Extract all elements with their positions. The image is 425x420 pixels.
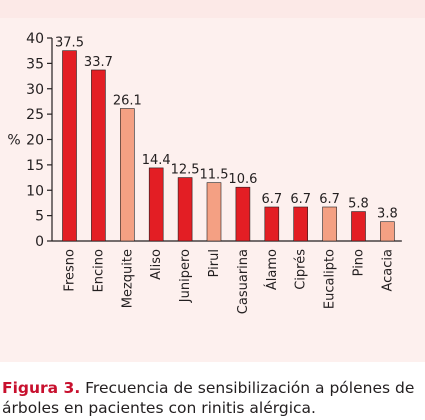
x-tick-label: Junipero	[178, 249, 193, 303]
x-tick-label: Fresno	[63, 249, 78, 292]
data-label: 14.4	[142, 153, 171, 168]
y-axis-label: %	[7, 133, 20, 149]
y-tick-label: 15	[26, 158, 44, 174]
x-tick-label: Casuarina	[236, 249, 251, 314]
data-label: 6.7	[319, 192, 340, 207]
bar-chart: 0 5 10 15 20 25 30 35 40% 37.5 Fresno 33.7 Encino 26.…	[7, 31, 402, 314]
caption-label: Figura 3.	[2, 379, 81, 397]
y-tick-label: 40	[26, 31, 44, 47]
data-label: 26.1	[113, 94, 142, 109]
data-label: 5.8	[348, 197, 369, 212]
bar	[264, 206, 280, 242]
bar	[91, 69, 106, 242]
data-label: 37.5	[55, 36, 84, 51]
x-tick-label: Álamo	[264, 249, 280, 290]
x-tick-label: Encino	[91, 249, 106, 292]
bar	[351, 211, 366, 242]
y-tick-label: 20	[26, 133, 44, 149]
x-tick-label: Eucalipto	[323, 249, 338, 309]
data-label: 33.7	[84, 55, 113, 70]
y-tick-label: 0	[35, 234, 44, 250]
bar	[380, 221, 395, 242]
y-tick-label: 35	[26, 56, 44, 72]
bar	[293, 206, 309, 242]
data-label: 11.5	[200, 168, 229, 183]
y-tick-label: 5	[35, 209, 44, 225]
bar	[62, 50, 77, 242]
bar	[206, 182, 222, 242]
bar	[177, 177, 193, 242]
x-tick-label: Pirul	[207, 249, 222, 277]
y-tick-label: 25	[26, 107, 44, 123]
bar	[235, 186, 251, 242]
data-label: 10.6	[228, 172, 257, 187]
y-tick-label: 30	[26, 82, 44, 98]
data-label: 12.5	[171, 163, 200, 178]
x-tick-label: Acacia	[380, 249, 395, 292]
x-tick-label: Mezquite	[120, 249, 135, 308]
x-tick-label: Pino	[352, 249, 367, 276]
data-label: 6.7	[290, 192, 311, 207]
data-label: 3.8	[377, 207, 398, 222]
top-band	[0, 0, 425, 18]
x-tick-label: Aliso	[149, 249, 164, 280]
data-label: 6.7	[261, 192, 282, 207]
bar	[148, 167, 164, 242]
figure-caption: Figura 3. Frecuencia de sensibilización …	[2, 378, 423, 418]
y-tick-label: 10	[26, 183, 44, 199]
caption-text: Frecuencia de sensibilización a pólenes …	[2, 379, 415, 417]
chart-panel: 0 5 10 15 20 25 30 35 40% 37.5 Fresno 33.7 Encino 26.…	[0, 18, 425, 362]
bar	[322, 206, 337, 242]
bar	[120, 108, 135, 242]
x-tick-label: Ciprés	[294, 249, 309, 290]
